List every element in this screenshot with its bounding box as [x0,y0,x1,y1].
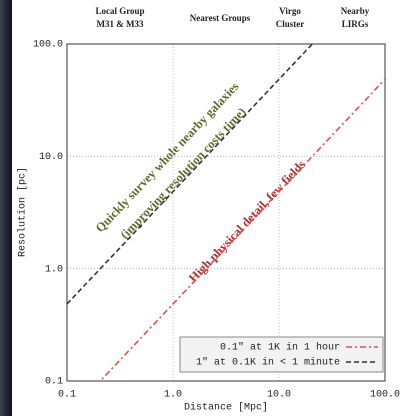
y-tick-label: 10.0 [39,152,63,163]
x-tick-label: 10.0 [267,390,291,401]
region-label: Local Group [95,6,144,16]
annotation: (improving resolution costs time) [118,105,249,242]
x-axis-title: Distance [Mpc] [184,402,268,414]
legend-label: 1″ at 0.1K in < 1 minute [196,357,340,369]
region-label: Nearest Groups [190,13,251,23]
plot-frame [66,43,386,382]
y-tick-label: 1.0 [45,264,63,275]
series-line [67,44,314,305]
annotation: High physical detail, few fields [186,157,308,285]
region-label: Virgo [279,6,301,16]
y-tick-label: 100.0 [33,40,63,51]
y-tick-label: 0.1 [45,377,63,388]
x-tick-label: 100.0 [370,390,400,401]
x-tick-label: 0.1 [58,390,76,401]
region-label: LIRGs [342,19,369,29]
image-edge [0,0,12,416]
legend-label: 0.1″ at 1K in 1 hour [220,342,340,354]
x-tick-label: 1.0 [164,390,182,401]
annotation: Quickly survey whole nearby galaxies [93,79,242,235]
y-axis-title: Resolution [pc] [17,167,29,257]
region-label: Cluster [276,19,305,29]
legend-box [179,336,384,373]
region-label: Nearby [341,6,370,16]
region-label: M31 & M33 [97,19,144,29]
